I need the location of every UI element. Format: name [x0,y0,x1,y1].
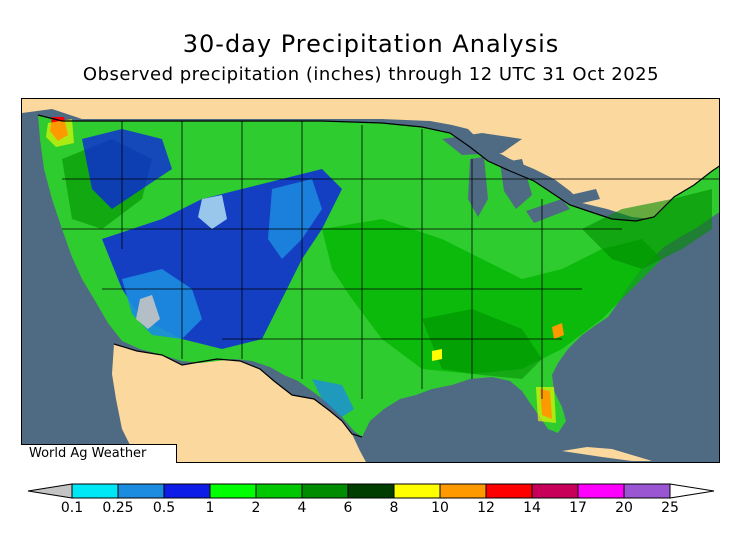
legend-tick-label: 0.5 [152,500,176,516]
cuba-island [562,447,652,461]
precip-patch-southeast [422,309,542,379]
wet-spot-carolina [552,323,564,339]
legend-tick-label: 4 [297,500,307,516]
legend-swatch [623,483,671,499]
legend-tick-label: 2 [251,500,261,516]
legend-tick-label: 8 [389,500,399,516]
legend-swatch [531,483,579,499]
legend-swatch [301,483,349,499]
precip-patch-2to4 [322,219,662,374]
lake-ontario [570,189,600,205]
legend-swatch [439,483,487,499]
legend-swatch [577,483,625,499]
state-boundaries [62,121,719,399]
legend-tick-label: 12 [477,500,495,516]
precip-patch-northeast [582,189,712,269]
legend-swatch-below-min [27,483,73,499]
legend-swatch [71,483,119,499]
legend-swatch [393,483,441,499]
legend-swatch [485,483,533,499]
legend-swatch [163,483,211,499]
legend-tick-label: 0.1 [60,500,84,516]
lake-erie [526,199,570,223]
wet-spot-gulf-coast [432,349,442,361]
legend-swatch [117,483,165,499]
legend-tick-label: 6 [343,500,353,516]
map-subtitle: Observed precipitation (inches) through … [82,64,660,85]
dry-area-texas [312,379,354,417]
lake-superior [442,133,522,155]
mexico-land [112,344,366,462]
dry-area-rockies [268,179,322,259]
baja-peninsula [128,351,184,451]
legend-tick-label: 0.25 [102,500,134,516]
legend-tick-label: 1 [205,500,215,516]
wet-spot-florida-ring [536,387,556,423]
precip-color-legend [27,483,715,499]
driest-area-arizona [136,295,160,329]
legend-tick-label: 14 [523,500,541,516]
wet-spot-pacific-nw-ring [46,119,74,147]
legend-tick-label: 25 [661,500,679,516]
legend-tick-label: 20 [615,500,633,516]
lake-michigan [468,157,488,217]
map-title: 30-day Precipitation Analysis [182,30,560,58]
driest-area-nevada [198,195,227,229]
lake-huron [500,159,532,209]
country-border [37,114,719,438]
legend-tick-label: 17 [569,500,587,516]
watermark-label: World Ag Weather [21,444,177,463]
legend-labels: 0.1 0.25 0.5 1 2 4 6 8 10 12 14 17 20 25 [0,500,742,520]
legend-swatch [209,483,257,499]
legend-swatch [255,483,303,499]
legend-swatch [347,483,395,499]
precipitation-map [21,98,720,463]
legend-tick-label: 10 [431,500,449,516]
legend-swatch-above-max [669,483,715,499]
canada-land [22,99,719,219]
dry-area-northwest [82,129,172,209]
